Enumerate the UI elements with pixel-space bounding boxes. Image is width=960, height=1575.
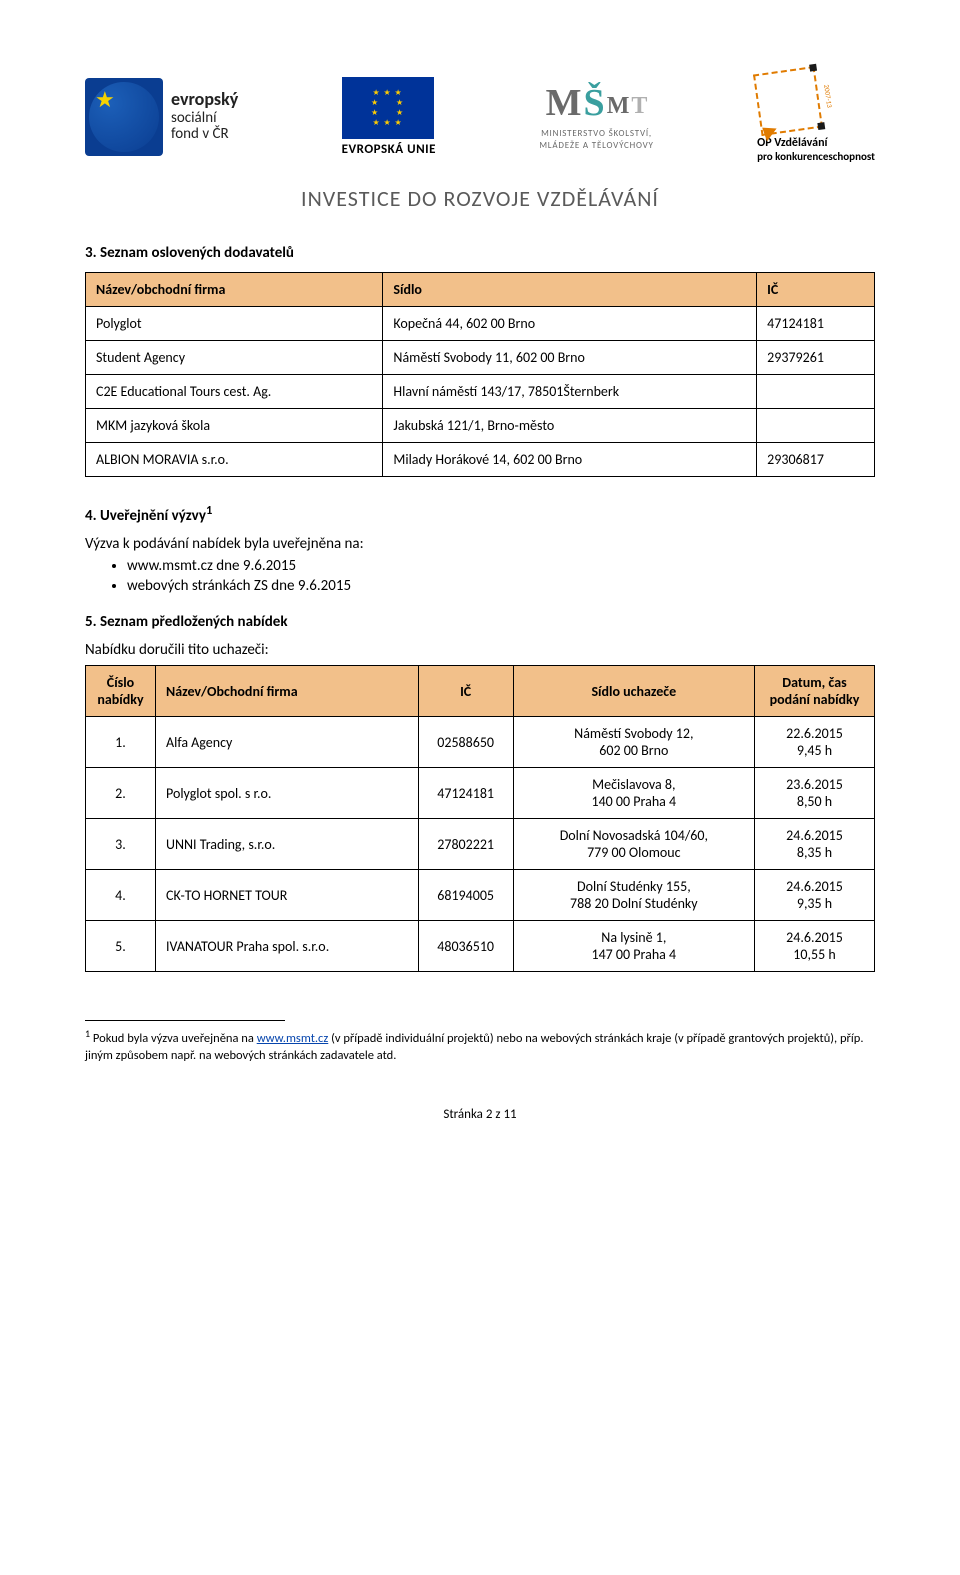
table-cell: C2E Educational Tours cest. Ag. bbox=[86, 375, 383, 409]
table-row: ALBION MORAVIA s.r.o.Milady Horákové 14,… bbox=[86, 443, 875, 477]
col-name: Název/obchodní firma bbox=[86, 273, 383, 307]
table-cell: 24.6.201510,55 h bbox=[755, 921, 875, 972]
table-cell: 24.6.20159,35 h bbox=[755, 870, 875, 921]
table-cell: 3. bbox=[86, 819, 156, 870]
table-cell: Náměstí Svobody 12,602 00 Brno bbox=[513, 717, 754, 768]
table-cell: MKM jazyková škola bbox=[86, 409, 383, 443]
msmt-line1: MINISTERSTVO ŠKOLSTVÍ, bbox=[539, 128, 653, 140]
col-bid-addr: Sídlo uchazeče bbox=[513, 666, 754, 717]
col-addr: Sídlo bbox=[383, 273, 757, 307]
table-header-row: Číslo nabídky Název/Obchodní firma IČ Sí… bbox=[86, 666, 875, 717]
table-cell: 23.6.20158,50 h bbox=[755, 768, 875, 819]
esf-line3: fond v ČR bbox=[171, 126, 238, 143]
table-cell: 5. bbox=[86, 921, 156, 972]
table-cell: Polyglot bbox=[86, 307, 383, 341]
table-cell: Dolní Studénky 155,788 20 Dolní Studénky bbox=[513, 870, 754, 921]
table-cell: Student Agency bbox=[86, 341, 383, 375]
table-cell: CK-TO HORNET TOUR bbox=[156, 870, 419, 921]
section3-heading: 3. Seznam oslovených dodavatelů bbox=[85, 244, 875, 262]
col-bid-dt: Datum, čas podání nabídky bbox=[755, 666, 875, 717]
section5-heading: 5. Seznam předložených nabídek bbox=[85, 613, 875, 631]
eu-label: EVROPSKÁ UNIE bbox=[342, 142, 436, 157]
table-cell: Na lysině 1,147 00 Praha 4 bbox=[513, 921, 754, 972]
list-item: www.msmt.cz dne 9.6.2015 bbox=[127, 557, 875, 575]
table-cell: 02588650 bbox=[418, 717, 513, 768]
table-row: Student AgencyNáměstí Svobody 11, 602 00… bbox=[86, 341, 875, 375]
table-cell bbox=[757, 375, 875, 409]
section4-line1: Výzva k podávání nabídek byla uveřejněna… bbox=[85, 535, 875, 553]
footnote-separator bbox=[85, 1020, 285, 1021]
table-cell bbox=[757, 409, 875, 443]
table-cell: 68194005 bbox=[418, 870, 513, 921]
opvk-icon: 2007-13 bbox=[753, 66, 823, 136]
esf-icon: ★ bbox=[85, 78, 163, 156]
table-row: MKM jazyková školaJakubská 121/1, Brno-m… bbox=[86, 409, 875, 443]
table-cell: Dolní Novosadská 104/60,779 00 Olomouc bbox=[513, 819, 754, 870]
opvk-logo: 2007-13 OP Vzdělávání pro konkurencescho… bbox=[757, 70, 875, 163]
section5-line1: Nabídku doručili tito uchazeči: bbox=[85, 641, 875, 659]
col-bid-name: Název/Obchodní firma bbox=[156, 666, 419, 717]
table-cell: Milady Horákové 14, 602 00 Brno bbox=[383, 443, 757, 477]
col-bid-ic: IČ bbox=[418, 666, 513, 717]
table-cell: IVANATOUR Praha spol. s.r.o. bbox=[156, 921, 419, 972]
esf-line2: sociální bbox=[171, 110, 238, 127]
msmt-line2: MLÁDEŽE A TĚLOVÝCHOVY bbox=[539, 140, 653, 152]
table-cell: Mečislavova 8,140 00 Praha 4 bbox=[513, 768, 754, 819]
eu-logo: ★ ★ ★★ ★★ ★★ ★ ★ EVROPSKÁ UNIE bbox=[342, 77, 436, 157]
msmt-logo: MŠMT MINISTERSTVO ŠKOLSTVÍ, MLÁDEŽE A TĚ… bbox=[539, 81, 653, 151]
table-cell: Hlavní náměstí 143/17, 78501Šternberk bbox=[383, 375, 757, 409]
table-cell: 47124181 bbox=[418, 768, 513, 819]
table-row: 3.UNNI Trading, s.r.o.27802221Dolní Novo… bbox=[86, 819, 875, 870]
table-cell: 27802221 bbox=[418, 819, 513, 870]
table-row: 4.CK-TO HORNET TOUR68194005Dolní Studénk… bbox=[86, 870, 875, 921]
table-cell: UNNI Trading, s.r.o. bbox=[156, 819, 419, 870]
footnote: 1 Pokud byla výzva uveřejněna na www.msm… bbox=[85, 1027, 875, 1065]
tagline: INVESTICE DO ROZVOJE VZDĚLÁVÁNÍ bbox=[85, 185, 875, 212]
table-cell: Jakubská 121/1, Brno-město bbox=[383, 409, 757, 443]
table-cell: 47124181 bbox=[757, 307, 875, 341]
col-bid-num: Číslo nabídky bbox=[86, 666, 156, 717]
table-cell: 4. bbox=[86, 870, 156, 921]
table-cell: 48036510 bbox=[418, 921, 513, 972]
table-header-row: Název/obchodní firma Sídlo IČ bbox=[86, 273, 875, 307]
footnote-link[interactable]: www.msmt.cz bbox=[257, 1031, 329, 1046]
table-cell: Náměstí Svobody 11, 602 00 Brno bbox=[383, 341, 757, 375]
table-cell: 29306817 bbox=[757, 443, 875, 477]
table-row: C2E Educational Tours cest. Ag.Hlavní ná… bbox=[86, 375, 875, 409]
col-ic: IČ bbox=[757, 273, 875, 307]
table-cell: 2. bbox=[86, 768, 156, 819]
esf-logo: ★ evropský sociální fond v ČR bbox=[85, 78, 238, 156]
section4-super: 1 bbox=[206, 503, 212, 518]
footnote-pre: Pokud byla výzva uveřejněna na bbox=[90, 1031, 257, 1046]
table-cell: 24.6.20158,35 h bbox=[755, 819, 875, 870]
table-cell: Kopečná 44, 602 00 Brno bbox=[383, 307, 757, 341]
esf-line1: evropský bbox=[171, 90, 238, 110]
table-cell: Alfa Agency bbox=[156, 717, 419, 768]
opvk-line2: pro konkurenceschopnost bbox=[757, 150, 875, 163]
opvk-year: 2007-13 bbox=[822, 84, 834, 108]
msmt-icon: MŠMT bbox=[539, 81, 653, 125]
page-number: Stránka 2 z 11 bbox=[85, 1107, 875, 1122]
list-item: webových stránkách ZS dne 9.6.2015 bbox=[127, 577, 875, 595]
bids-table: Číslo nabídky Název/Obchodní firma IČ Sí… bbox=[85, 665, 875, 972]
table-row: 2.Polyglot spol. s r.o.47124181Mečislavo… bbox=[86, 768, 875, 819]
logo-bar: ★ evropský sociální fond v ČR ★ ★ ★★ ★★ … bbox=[85, 70, 875, 163]
table-cell: ALBION MORAVIA s.r.o. bbox=[86, 443, 383, 477]
suppliers-table: Název/obchodní firma Sídlo IČ PolyglotKo… bbox=[85, 272, 875, 477]
section4-bullets: www.msmt.cz dne 9.6.2015 webových stránká… bbox=[127, 557, 875, 595]
table-row: PolyglotKopečná 44, 602 00 Brno47124181 bbox=[86, 307, 875, 341]
table-cell: Polyglot spol. s r.o. bbox=[156, 768, 419, 819]
table-row: 1.Alfa Agency02588650Náměstí Svobody 12,… bbox=[86, 717, 875, 768]
opvk-line1: OP Vzdělávání bbox=[757, 136, 875, 150]
table-cell: 1. bbox=[86, 717, 156, 768]
table-row: 5.IVANATOUR Praha spol. s.r.o.48036510Na… bbox=[86, 921, 875, 972]
section4-heading-text: 4. Uveřejnění výzvy bbox=[85, 507, 206, 525]
section4-heading: 4. Uveřejnění výzvy1 bbox=[85, 503, 875, 525]
table-cell: 22.6.20159,45 h bbox=[755, 717, 875, 768]
table-cell: 29379261 bbox=[757, 341, 875, 375]
eu-flag-icon: ★ ★ ★★ ★★ ★★ ★ ★ bbox=[342, 77, 434, 139]
